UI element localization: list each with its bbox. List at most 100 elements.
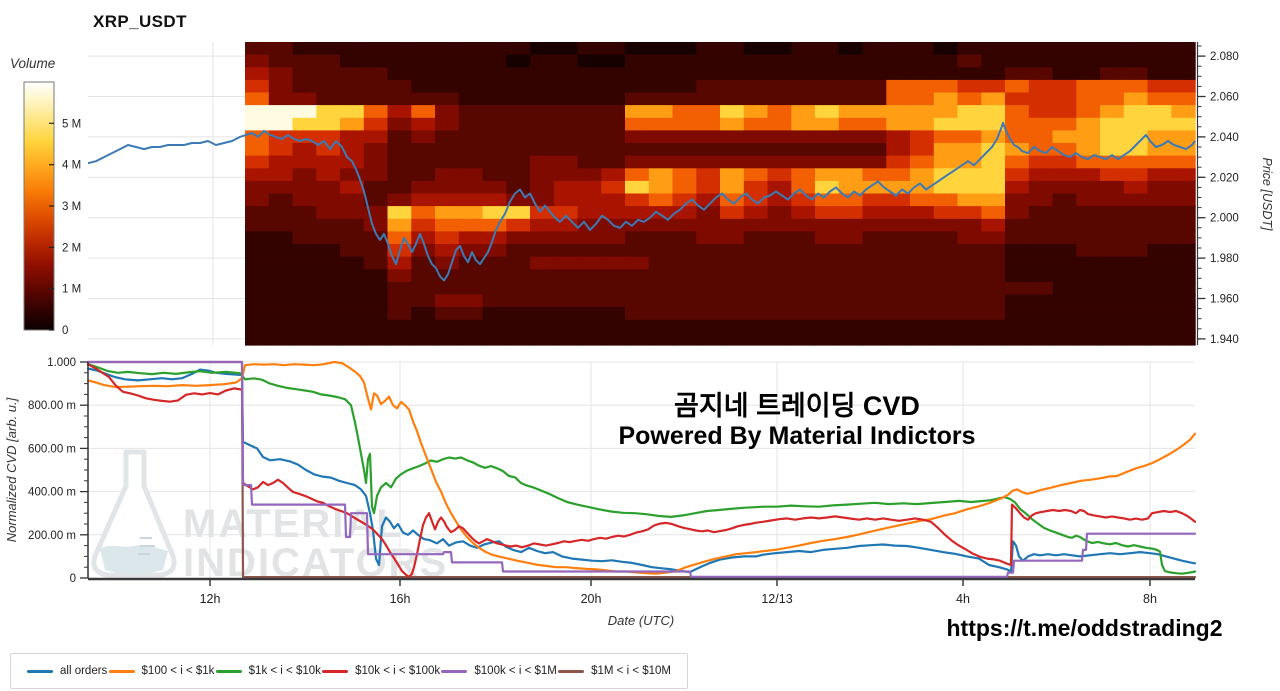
heatmap-cell [506, 256, 531, 270]
legend: all orders $100 < i < $1k $1k < i < $10k $1… [10, 653, 688, 689]
heatmap-cell [910, 193, 935, 207]
heatmap-cell [292, 269, 317, 283]
price-tick-label: 2.000 [1210, 213, 1239, 225]
heatmap-cell [862, 281, 887, 296]
heatmap-cell [743, 256, 769, 270]
heatmap-cell [458, 294, 484, 308]
heatmap-cell [720, 244, 745, 258]
heatmap-cell [268, 193, 294, 207]
heatmap-cell [933, 193, 959, 207]
heatmap-cell [933, 130, 959, 144]
heatmap-cell [981, 244, 1006, 258]
heatmap-cell [696, 231, 721, 245]
heatmap-cell [981, 307, 1006, 321]
heatmap-cell [767, 244, 792, 258]
heatmap-cell [1123, 307, 1149, 321]
heatmap-cell [720, 332, 745, 346]
heatmap-cell [743, 206, 769, 220]
heatmap-cell [1076, 105, 1101, 119]
colorbar-tick-label: 3 M [62, 201, 81, 213]
heatmap-cell [1005, 67, 1030, 81]
heatmap-cell [530, 256, 555, 270]
heatmap-cell [458, 143, 484, 157]
heatmap-cell [482, 42, 507, 56]
heatmap-cell [601, 143, 626, 157]
price-tick-label: 1.980 [1210, 253, 1239, 265]
heatmap-cell [886, 155, 911, 169]
heatmap-cell [910, 218, 935, 232]
heatmap-cell [648, 180, 674, 195]
heatmap-cell [720, 319, 745, 333]
heatmap-cell [577, 281, 602, 296]
heatmap-cell [886, 193, 911, 207]
annotation-korean: 곰지네 트레이딩 CVD [674, 391, 920, 421]
heatmap-cell [458, 54, 484, 68]
heatmap-cell [672, 319, 697, 333]
heatmap-cell [862, 67, 887, 81]
heatmap-cell [1052, 256, 1077, 270]
heatmap-cell [886, 54, 911, 68]
heatmap-cell [268, 54, 294, 68]
heatmap-cell [553, 54, 579, 68]
heatmap-cell [577, 269, 602, 283]
heatmap-cell [886, 294, 911, 308]
heatmap-cell [886, 79, 911, 94]
heatmap-cell [1100, 67, 1125, 81]
heatmap-cell [245, 218, 270, 232]
heatmap-cell [791, 155, 816, 169]
heatmap-cell [981, 168, 1006, 182]
heatmap-cell [815, 193, 840, 207]
colorbar-title: Volume [10, 56, 55, 71]
heatmap-cell [553, 332, 579, 346]
heatmap-cell [815, 155, 840, 169]
heatmap-cell [1171, 307, 1196, 321]
heatmap-cell [316, 79, 341, 94]
heatmap-cell [601, 256, 626, 270]
heatmap-cell [672, 105, 697, 119]
legend-swatch [108, 669, 135, 673]
heatmap-cell [981, 332, 1006, 346]
heatmap-cell [1171, 256, 1196, 270]
heatmap-cell [838, 269, 864, 283]
heatmap-cell [862, 244, 887, 258]
heatmap-cell [838, 168, 864, 182]
heatmap-cell [1147, 319, 1172, 333]
heatmap-cell [506, 79, 531, 94]
heatmap-cell [482, 206, 507, 220]
heatmap-cell [530, 130, 555, 144]
heatmap-cell [957, 42, 982, 56]
heatmap-cell [648, 168, 674, 182]
heatmap-cell [648, 143, 674, 157]
heatmap-cell [482, 168, 507, 182]
heatmap-cell [1005, 193, 1030, 207]
heatmap-cell [672, 332, 697, 346]
heatmap-cell [387, 206, 412, 220]
heatmap-cell [1171, 168, 1196, 182]
heatmap-cell [720, 54, 745, 68]
heatmap-cell [553, 42, 579, 56]
heatmap-cell [862, 143, 887, 157]
heatmap-cell [482, 332, 507, 346]
heatmap-cell [862, 231, 887, 245]
heatmap-cell [815, 231, 840, 245]
heatmap-cell [411, 155, 436, 169]
heatmap-cell [245, 105, 270, 119]
heatmap-cell [340, 143, 365, 157]
heatmap-cell [411, 269, 436, 283]
heatmap-cell [1005, 231, 1030, 245]
heatmap-cell [886, 319, 911, 333]
heatmap-cell [743, 92, 769, 106]
heatmap-cell [435, 42, 460, 56]
heatmap-cell [957, 54, 982, 68]
heatmap-cell [292, 168, 317, 182]
heatmap-cell [316, 307, 341, 321]
heatmap-cell [886, 281, 911, 296]
heatmap-cell [458, 42, 484, 56]
heatmap-cell [316, 193, 341, 207]
heatmap-cell [672, 294, 697, 308]
heatmap-cell [340, 294, 365, 308]
heatmap-cell [458, 92, 484, 106]
heatmap-cell [743, 105, 769, 119]
heatmap-cell [1076, 180, 1101, 195]
